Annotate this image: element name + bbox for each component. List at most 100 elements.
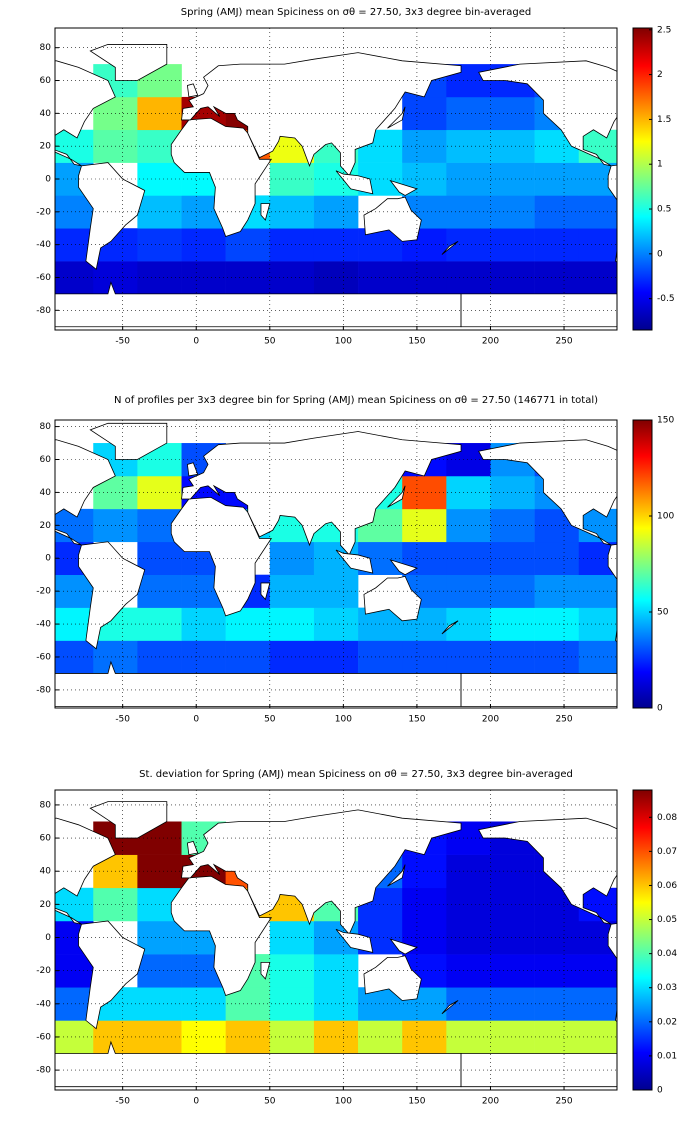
plot-area — [55, 420, 617, 708]
y-tick-label: 60 — [40, 76, 52, 86]
bin-cell — [578, 640, 617, 674]
y-tick-label: 0 — [45, 554, 51, 564]
bin-cell — [446, 261, 491, 295]
bin-cell — [446, 854, 491, 889]
x-tick-label: 250 — [555, 1097, 572, 1107]
x-tick-label: 50 — [264, 1097, 276, 1107]
x-tick-label: 0 — [193, 715, 199, 725]
colorbar-tick-label: 0 — [657, 249, 663, 259]
x-tick-label: 0 — [193, 337, 199, 347]
colorbar — [632, 419, 653, 709]
y-tick-label: -20 — [36, 966, 51, 976]
bin-cell — [313, 640, 359, 674]
y-tick-label: -40 — [36, 620, 51, 630]
y-tick-label: 40 — [40, 488, 52, 498]
bin-cell — [490, 129, 535, 163]
x-tick-label: 150 — [408, 337, 425, 347]
x-tick-label: 150 — [408, 1097, 425, 1107]
bin-cell — [446, 475, 491, 510]
colorbar — [632, 27, 653, 331]
chart-title: St. deviation for Spring (AMJ) mean Spic… — [139, 769, 573, 780]
plot-area — [55, 790, 617, 1090]
colorbar-tick-label: 0.03 — [657, 983, 677, 993]
y-tick-label: -60 — [36, 273, 51, 283]
map-panel: N of profiles per 3x3 degree bin for Spr… — [36, 395, 674, 725]
bin-cell — [534, 195, 580, 229]
colorbar-tick-label: 50 — [657, 608, 669, 618]
bin-cell — [490, 1020, 535, 1054]
bin-cell — [269, 954, 315, 988]
y-tick-label: 20 — [40, 142, 52, 152]
colorbar-tick-label: 0.01 — [657, 1051, 677, 1061]
colorbar-tick-label: 150 — [657, 416, 674, 426]
x-tick-label: 200 — [482, 337, 499, 347]
plot-frame — [54, 419, 618, 709]
colorbar-tick-label: 2.5 — [657, 25, 671, 35]
bin-cell — [534, 574, 580, 608]
chart-title: Spring (AMJ) mean Spiciness on σθ = 27.5… — [181, 7, 531, 18]
bin-cell — [269, 607, 315, 641]
bin-cell — [578, 228, 617, 262]
map-panel: Spring (AMJ) mean Spiciness on σθ = 27.5… — [36, 7, 675, 347]
bin-cell — [578, 574, 617, 608]
bin-cell — [446, 541, 491, 575]
y-tick-label: 40 — [40, 109, 52, 119]
colorbar — [632, 789, 653, 1091]
bin-cell — [534, 640, 580, 674]
bin-cell — [269, 1020, 315, 1054]
y-tick-label: 20 — [40, 521, 52, 531]
bin-cell — [534, 987, 580, 1021]
bin-cell — [313, 607, 359, 641]
colorbar-tick-label: 0.06 — [657, 881, 677, 891]
bin-cell — [269, 920, 315, 955]
bin-cell — [534, 228, 580, 262]
colorbar-tick-label: 0.05 — [657, 915, 677, 925]
bin-cell — [534, 954, 580, 988]
bin-cell — [578, 987, 617, 1021]
bin-cell — [534, 541, 580, 575]
x-tick-label: 100 — [335, 1097, 352, 1107]
bin-cell — [446, 162, 491, 196]
colorbar-tick-label: -0.5 — [657, 294, 675, 304]
bin-cell — [534, 920, 580, 955]
colorbar-tick-label: 1.5 — [657, 115, 671, 125]
colorbar-tick-label: 0.5 — [657, 205, 671, 215]
bin-cell — [490, 162, 535, 196]
x-tick-label: -50 — [115, 337, 130, 347]
colorbar-tick-label: 0.02 — [657, 1017, 677, 1027]
y-tick-label: 60 — [40, 834, 52, 844]
x-tick-label: 100 — [335, 715, 352, 725]
bin-cell — [269, 261, 315, 295]
bin-cell — [446, 887, 491, 922]
bin-cell — [446, 1020, 491, 1054]
bin-cell — [446, 195, 491, 229]
x-tick-label: 200 — [482, 715, 499, 725]
y-tick-label: -80 — [36, 685, 51, 695]
y-tick-label: -80 — [36, 1066, 51, 1076]
bin-cell — [578, 195, 617, 229]
y-tick-label: 80 — [40, 800, 52, 810]
x-tick-label: 200 — [482, 1097, 499, 1107]
bin-cell — [269, 574, 315, 608]
x-tick-label: 250 — [555, 715, 572, 725]
bin-cell — [534, 607, 580, 641]
bin-cell — [490, 195, 535, 229]
y-tick-label: 20 — [40, 900, 52, 910]
x-tick-label: 250 — [555, 337, 572, 347]
bin-cell — [446, 640, 491, 674]
colorbar-tick-label: 0.04 — [657, 949, 677, 959]
bin-cell — [490, 920, 535, 955]
bin-cell — [446, 508, 491, 543]
x-tick-label: 50 — [264, 715, 276, 725]
bin-cell — [269, 195, 315, 229]
plot-frame — [54, 27, 618, 331]
bin-cell — [578, 954, 617, 988]
bin-cell — [313, 954, 359, 988]
y-tick-label: 40 — [40, 867, 52, 877]
bin-cell — [446, 954, 491, 988]
y-tick-label: -40 — [36, 999, 51, 1009]
bin-cell — [490, 541, 535, 575]
bin-cell — [490, 987, 535, 1021]
